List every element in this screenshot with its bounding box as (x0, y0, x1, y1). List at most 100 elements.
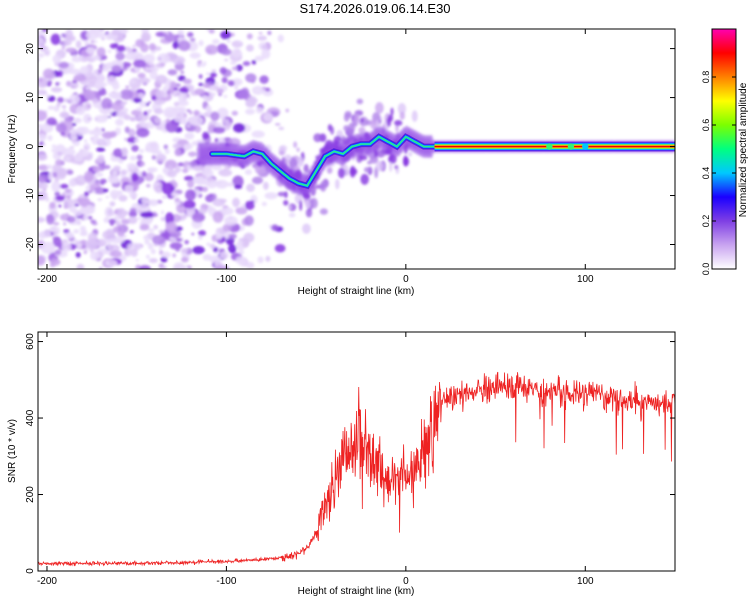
noise-speckle (102, 114, 109, 119)
noise-speckle (109, 189, 120, 199)
noise-speckle (137, 72, 146, 79)
noise-speckle (144, 67, 150, 71)
snr-y-axis-label: SNR (10 * v/v) (7, 419, 18, 483)
noise-speckle (116, 224, 124, 230)
noise-speckle (411, 110, 418, 122)
noise-speckle (172, 262, 185, 269)
snr-y-tick-label: 400 (25, 409, 36, 426)
noise-speckle (206, 176, 213, 182)
noise-speckle (130, 79, 136, 84)
noise-speckle (87, 232, 98, 243)
noise-speckle (68, 178, 76, 188)
noise-speckle (192, 165, 204, 172)
noise-speckle (73, 117, 82, 124)
noise-speckle (160, 232, 167, 238)
spectrogram-x-tick-label: 100 (577, 274, 594, 285)
noise-speckle (262, 88, 274, 97)
noise-speckle (162, 32, 167, 35)
colorbar-tick-label: 0.8 (701, 71, 711, 84)
noise-speckle (185, 189, 197, 201)
noise-speckle (152, 213, 158, 217)
noise-speckle (153, 224, 159, 230)
noise-speckle (58, 204, 62, 208)
noise-speckle (135, 259, 139, 262)
noise-speckle (144, 239, 150, 245)
noise-speckle (150, 248, 156, 255)
noise-speckle (166, 90, 171, 95)
noise-speckle (70, 81, 79, 89)
noise-speckle (149, 141, 160, 154)
noise-speckle (85, 86, 91, 90)
noise-speckle (128, 143, 134, 146)
noise-speckle (165, 221, 178, 234)
noise-speckle (244, 215, 254, 226)
noise-speckle (299, 200, 303, 211)
noise-speckle (245, 108, 255, 115)
noise-speckle (61, 242, 72, 252)
noise-speckle (115, 220, 121, 226)
noise-speckle (118, 227, 122, 231)
noise-speckle (209, 85, 215, 91)
noise-speckle (255, 106, 264, 114)
noise-speckle (56, 102, 61, 108)
noise-speckle (211, 92, 216, 96)
noise-speckle (337, 167, 346, 179)
noise-speckle (221, 116, 225, 120)
noise-speckle (109, 250, 122, 258)
noise-speckle (209, 243, 216, 250)
noise-speckle (103, 217, 110, 224)
noise-speckle (73, 229, 80, 234)
noise-speckle (158, 247, 162, 250)
noise-speckle (237, 90, 249, 99)
noise-speckle (124, 126, 130, 134)
noise-speckle (136, 127, 150, 138)
noise-speckle (215, 265, 230, 269)
noise-speckle (193, 110, 200, 116)
noise-speckle (81, 244, 86, 249)
noise-speckle (315, 184, 320, 189)
noise-speckle (238, 40, 242, 44)
noise-speckle (63, 197, 74, 209)
snr-x-tick-label: -100 (216, 576, 236, 587)
noise-speckle (356, 98, 364, 105)
noise-speckle (190, 163, 195, 168)
noise-speckle (139, 223, 150, 231)
noise-speckle (180, 70, 185, 74)
noise-speckle (359, 155, 368, 161)
noise-speckle (180, 248, 189, 254)
noise-speckle (51, 148, 56, 153)
noise-speckle (363, 167, 371, 173)
snr-x-tick-label: -200 (37, 576, 57, 587)
noise-speckle (172, 253, 177, 258)
noise-speckle (198, 82, 204, 87)
noise-speckle (211, 163, 223, 171)
noise-speckle (110, 236, 125, 244)
noise-speckle (61, 46, 65, 50)
noise-speckle (38, 153, 48, 161)
noise-speckle (153, 117, 162, 124)
noise-speckle (90, 250, 100, 261)
noise-speckle (188, 96, 191, 99)
noise-speckle (55, 159, 64, 166)
noise-speckle (92, 69, 99, 76)
spectrogram-y-tick-label: 10 (25, 92, 36, 104)
noise-speckle (183, 78, 192, 85)
noise-speckle (234, 85, 239, 90)
noise-speckle (113, 148, 123, 158)
noise-speckle (140, 211, 155, 218)
spectrogram-x-axis-label: Height of straight line (km) (298, 286, 415, 297)
noise-speckle (79, 54, 84, 61)
noise-speckle (56, 168, 67, 180)
noise-speckle (99, 178, 107, 184)
noise-speckle (67, 68, 73, 72)
noise-speckle (120, 101, 126, 107)
noise-speckle (202, 95, 209, 100)
noise-speckle (251, 85, 264, 96)
snr-axes: Height of straight line (km) SNR (10 * v… (7, 331, 676, 597)
noise-speckle (158, 263, 164, 268)
noise-speckle (75, 251, 81, 258)
noise-speckle (97, 154, 105, 164)
noise-speckle (126, 162, 137, 170)
noise-speckle (38, 77, 43, 82)
noise-speckle (293, 141, 298, 148)
